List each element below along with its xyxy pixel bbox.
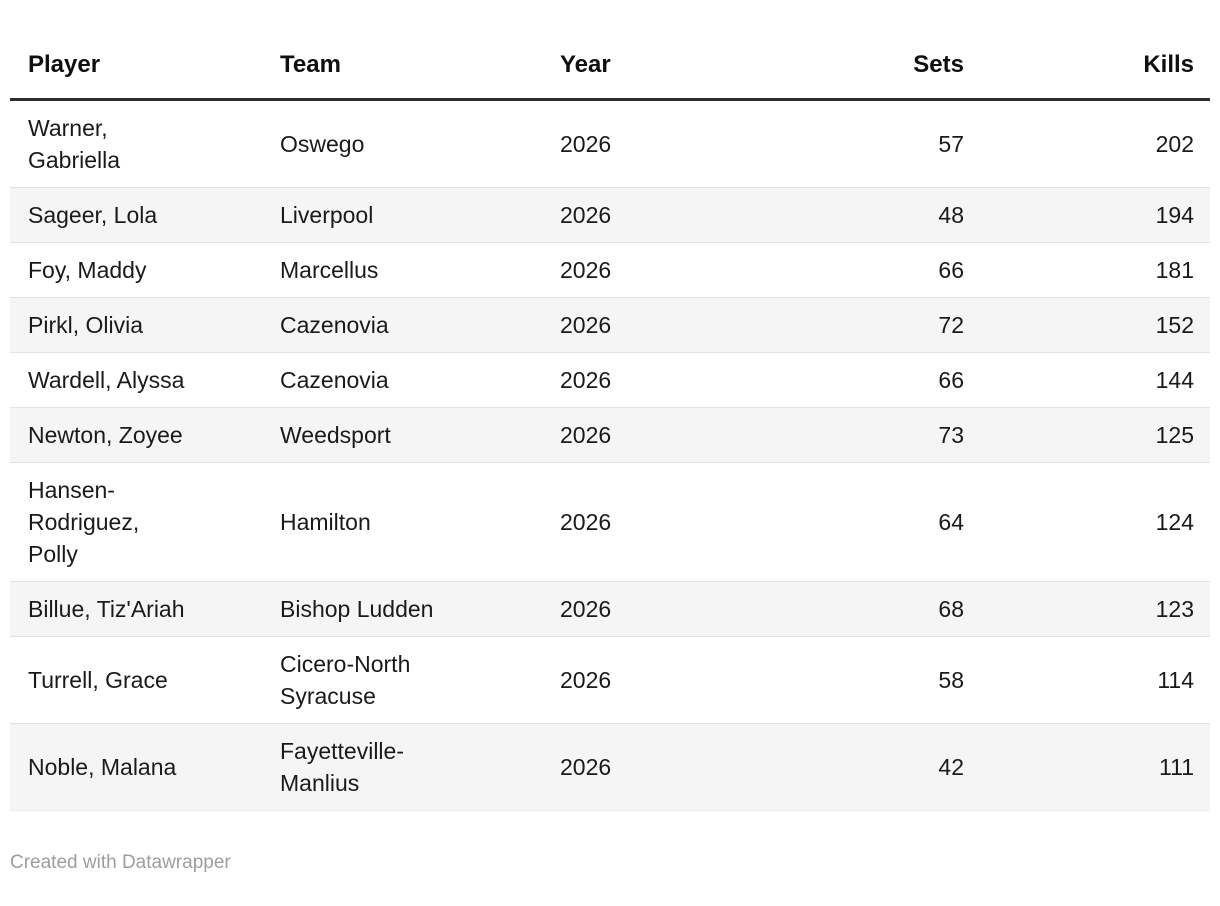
cell-sets: 66 <box>760 352 980 408</box>
cell-year: 2026 <box>542 352 760 408</box>
cell-player: Turrell, Grace <box>10 636 262 724</box>
column-header-player: Player <box>10 30 262 101</box>
table-container: Player Team Year Sets Kills Warner, Gabr… <box>10 30 1210 811</box>
table-row: Foy, Maddy Marcellus 2026 66 181 <box>10 242 1210 298</box>
cell-year: 2026 <box>542 581 760 637</box>
column-header-sets: Sets <box>760 30 980 101</box>
cell-sets: 72 <box>760 297 980 353</box>
cell-year: 2026 <box>542 187 760 243</box>
cell-sets: 57 <box>938 131 964 157</box>
cell-sets: 66 <box>760 242 980 298</box>
table-row: Noble, Malana Fayetteville-Manlius 2026 42 1… <box>10 723 1210 811</box>
table-row: Newton, Zoyee Weedsport 2026 73 125 <box>10 407 1210 463</box>
stats-table: Player Team Year Sets Kills Warner, Gabr… <box>10 30 1210 811</box>
cell-kills: 111 <box>980 723 1210 811</box>
cell-kills: 202 <box>1155 131 1194 157</box>
cell-kills: 125 <box>980 407 1210 463</box>
cell-team: Cazenovia <box>262 352 542 408</box>
cell-team: Fayetteville-Manlius <box>262 723 542 811</box>
table-row: Sageer, Lola Liverpool 2026 48 194 <box>10 187 1210 243</box>
cell-kills: 194 <box>980 187 1210 243</box>
table-row: Hansen-Rodriguez, Polly Hamilton 2026 64 124 <box>10 462 1210 582</box>
table-body: Warner, Gabriella Oswego 2026 57 202 Sageer, … <box>10 100 1210 811</box>
cell-player: Hansen-Rodriguez, Polly <box>10 462 262 582</box>
cell-year: 2026 <box>542 723 760 811</box>
table-row: Wardell, Alyssa Cazenovia 2026 66 144 <box>10 352 1210 408</box>
cell-team: Hamilton <box>262 462 542 582</box>
cell-player: Warner, Gabriella <box>28 115 121 173</box>
cell-sets: 42 <box>760 723 980 811</box>
cell-team: Bishop Ludden <box>262 581 542 637</box>
cell-player: Pirkl, Olivia <box>10 297 262 353</box>
cell-player: Newton, Zoyee <box>10 407 262 463</box>
cell-player: Sageer, Lola <box>10 187 262 243</box>
cell-team: Cazenovia <box>262 297 542 353</box>
cell-year: 2026 <box>542 242 760 298</box>
cell-sets: 64 <box>760 462 980 582</box>
cell-player: Wardell, Alyssa <box>10 352 262 408</box>
header-row: Player Team Year Sets Kills <box>10 30 1210 101</box>
cell-player: Noble, Malana <box>10 723 262 811</box>
cell-team: Liverpool <box>262 187 542 243</box>
cell-year: 2026 <box>542 407 760 463</box>
cell-kills: 152 <box>980 297 1210 353</box>
cell-year: 2026 <box>542 636 760 724</box>
cell-team: Oswego <box>280 131 365 157</box>
column-header-kills: Kills <box>980 30 1210 101</box>
cell-team: Marcellus <box>262 242 542 298</box>
cell-kills: 114 <box>980 636 1210 724</box>
cell-player: Foy, Maddy <box>10 242 262 298</box>
cell-year: 2026 <box>560 131 612 157</box>
cell-kills: 181 <box>980 242 1210 298</box>
cell-sets: 68 <box>760 581 980 637</box>
table-row: Turrell, Grace Cicero-North Syracuse 2026 5… <box>10 636 1210 724</box>
column-header-year: Year <box>542 30 760 101</box>
cell-sets: 58 <box>760 636 980 724</box>
cell-year: 2026 <box>542 462 760 582</box>
cell-kills: 123 <box>980 581 1210 637</box>
cell-year: 2026 <box>542 297 760 353</box>
cell-player: Billue, Tiz'Ariah <box>10 581 262 637</box>
table-row: Billue, Tiz'Ariah Bishop Ludden 2026 68 123 <box>10 581 1210 637</box>
cell-team: Weedsport <box>262 407 542 463</box>
cell-kills: 124 <box>980 462 1210 582</box>
cell-sets: 73 <box>760 407 980 463</box>
cell-sets: 48 <box>760 187 980 243</box>
table-row: Warner, Gabriella Oswego 2026 57 202 <box>10 100 1210 188</box>
column-header-team: Team <box>262 30 542 101</box>
datawrapper-attribution-link[interactable]: Created with Datawrapper <box>10 852 231 873</box>
cell-team: Cicero-North Syracuse <box>262 636 542 724</box>
cell-kills: 144 <box>980 352 1210 408</box>
table-row: Pirkl, Olivia Cazenovia 2026 72 152 <box>10 297 1210 353</box>
